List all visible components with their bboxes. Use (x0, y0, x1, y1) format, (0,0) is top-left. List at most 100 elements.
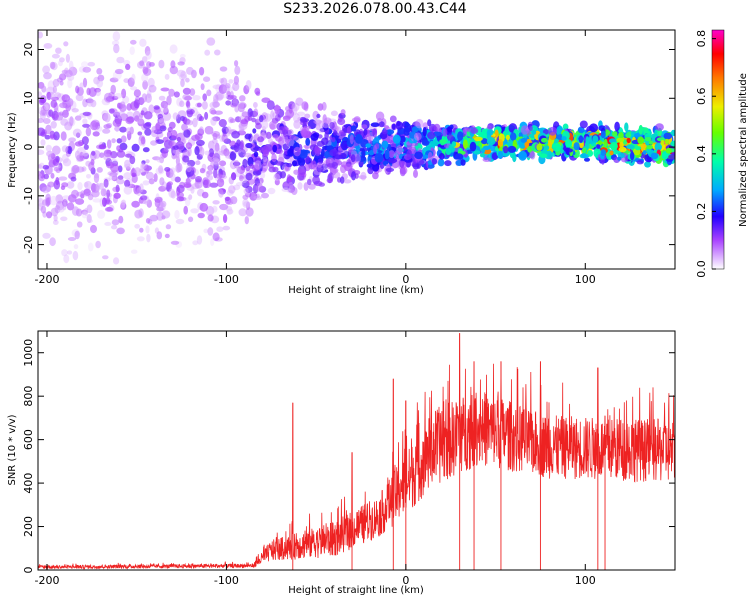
heat-blob (261, 126, 267, 132)
heat-blob (185, 142, 193, 150)
heat-blob (77, 182, 83, 191)
heat-blob (329, 149, 339, 157)
heat-blob (188, 216, 194, 223)
heat-blob (392, 134, 401, 144)
heat-blob (83, 144, 89, 150)
heat-blob (55, 194, 63, 204)
heat-blob (175, 163, 181, 173)
heat-blob (399, 167, 406, 177)
heat-blob (123, 185, 133, 195)
heat-blob (119, 101, 126, 109)
heat-blob (145, 225, 150, 234)
heat-blob (363, 128, 368, 136)
heat-blob (312, 175, 320, 185)
heat-blob (38, 198, 44, 207)
heat-blob (212, 232, 220, 242)
heat-blob (454, 153, 464, 160)
heat-blob (261, 145, 271, 155)
y-tick-label: 200 (22, 516, 35, 537)
colorbar-tick-label: 0.2 (695, 203, 708, 221)
heat-blob (86, 97, 94, 107)
x-tick-label: -200 (34, 273, 59, 286)
heat-blob (44, 134, 51, 140)
heat-blob (288, 101, 296, 110)
heat-blob (158, 185, 167, 192)
x-tick-label: 0 (402, 273, 409, 286)
heat-blob (254, 87, 261, 95)
heat-blob (274, 178, 280, 186)
heat-blob (212, 152, 221, 163)
heat-blob (61, 182, 69, 188)
heat-blob (38, 172, 42, 178)
heat-blob (253, 108, 259, 118)
heat-blob (626, 137, 631, 144)
heat-blob (102, 128, 111, 134)
heat-blob (279, 171, 286, 179)
heat-blob (63, 41, 69, 47)
heat-blob (638, 124, 643, 135)
heat-blob (138, 208, 144, 218)
heat-blob (38, 149, 45, 155)
heat-blob (173, 91, 180, 98)
heat-blob (38, 170, 41, 177)
heat-blob (243, 201, 251, 207)
heat-blob (110, 84, 116, 95)
heat-blob (249, 136, 255, 145)
heat-blob (50, 207, 59, 217)
heat-blob (340, 176, 345, 184)
heat-blob (204, 125, 214, 135)
heat-blob (642, 150, 647, 155)
plot1-xlabel: Height of straight line (km) (288, 285, 424, 296)
heat-blob (75, 166, 85, 173)
heat-blob (297, 182, 303, 190)
heat-blob (76, 147, 86, 156)
heat-blob (179, 74, 188, 81)
heat-blob (536, 143, 543, 151)
heat-blob (173, 145, 179, 151)
heat-blob (144, 46, 151, 56)
heat-blob (190, 166, 195, 171)
heat-blob (582, 147, 587, 154)
heat-blob (108, 174, 117, 181)
heat-blob (252, 128, 257, 134)
heat-blob (158, 95, 166, 101)
heat-blob (168, 188, 175, 198)
heat-blob (75, 85, 80, 94)
heat-blob (399, 135, 406, 143)
plot1-ylabel: Frequency (Hz) (7, 112, 18, 188)
heat-blob (260, 172, 266, 179)
heat-blob (139, 60, 145, 67)
heat-blob (180, 115, 185, 122)
heat-blob (140, 110, 145, 116)
heat-blob (445, 149, 451, 155)
colorbar-ticks: 0.0 0.2 0.4 0.6 0.8 (695, 30, 716, 278)
heat-blob (433, 123, 441, 132)
heat-blob (148, 84, 157, 93)
heat-blob (103, 92, 113, 103)
heat-blob (237, 101, 245, 110)
heat-blob (168, 121, 176, 129)
heat-blob (50, 121, 57, 129)
heat-blob (43, 43, 53, 49)
heat-blob (388, 158, 398, 164)
heat-blob (584, 157, 590, 162)
heat-blob (104, 207, 114, 212)
heat-blob (139, 227, 144, 233)
heat-blob (481, 147, 486, 154)
heat-blob (182, 87, 191, 95)
heat-blob (255, 183, 263, 192)
heat-blob (272, 134, 279, 139)
heat-blob (87, 219, 93, 223)
heat-blob (299, 116, 307, 123)
heat-blob (617, 156, 622, 161)
heat-blob (111, 175, 118, 182)
heat-blob (287, 175, 293, 183)
heat-blob (86, 204, 93, 214)
heat-blob (272, 166, 279, 173)
heat-blob (116, 178, 125, 185)
plot2-xlabel: Height of straight line (km) (288, 585, 424, 596)
heat-blob (172, 112, 179, 120)
heat-blob (91, 150, 96, 156)
heat-blob (466, 127, 471, 132)
heat-blob (561, 136, 567, 141)
